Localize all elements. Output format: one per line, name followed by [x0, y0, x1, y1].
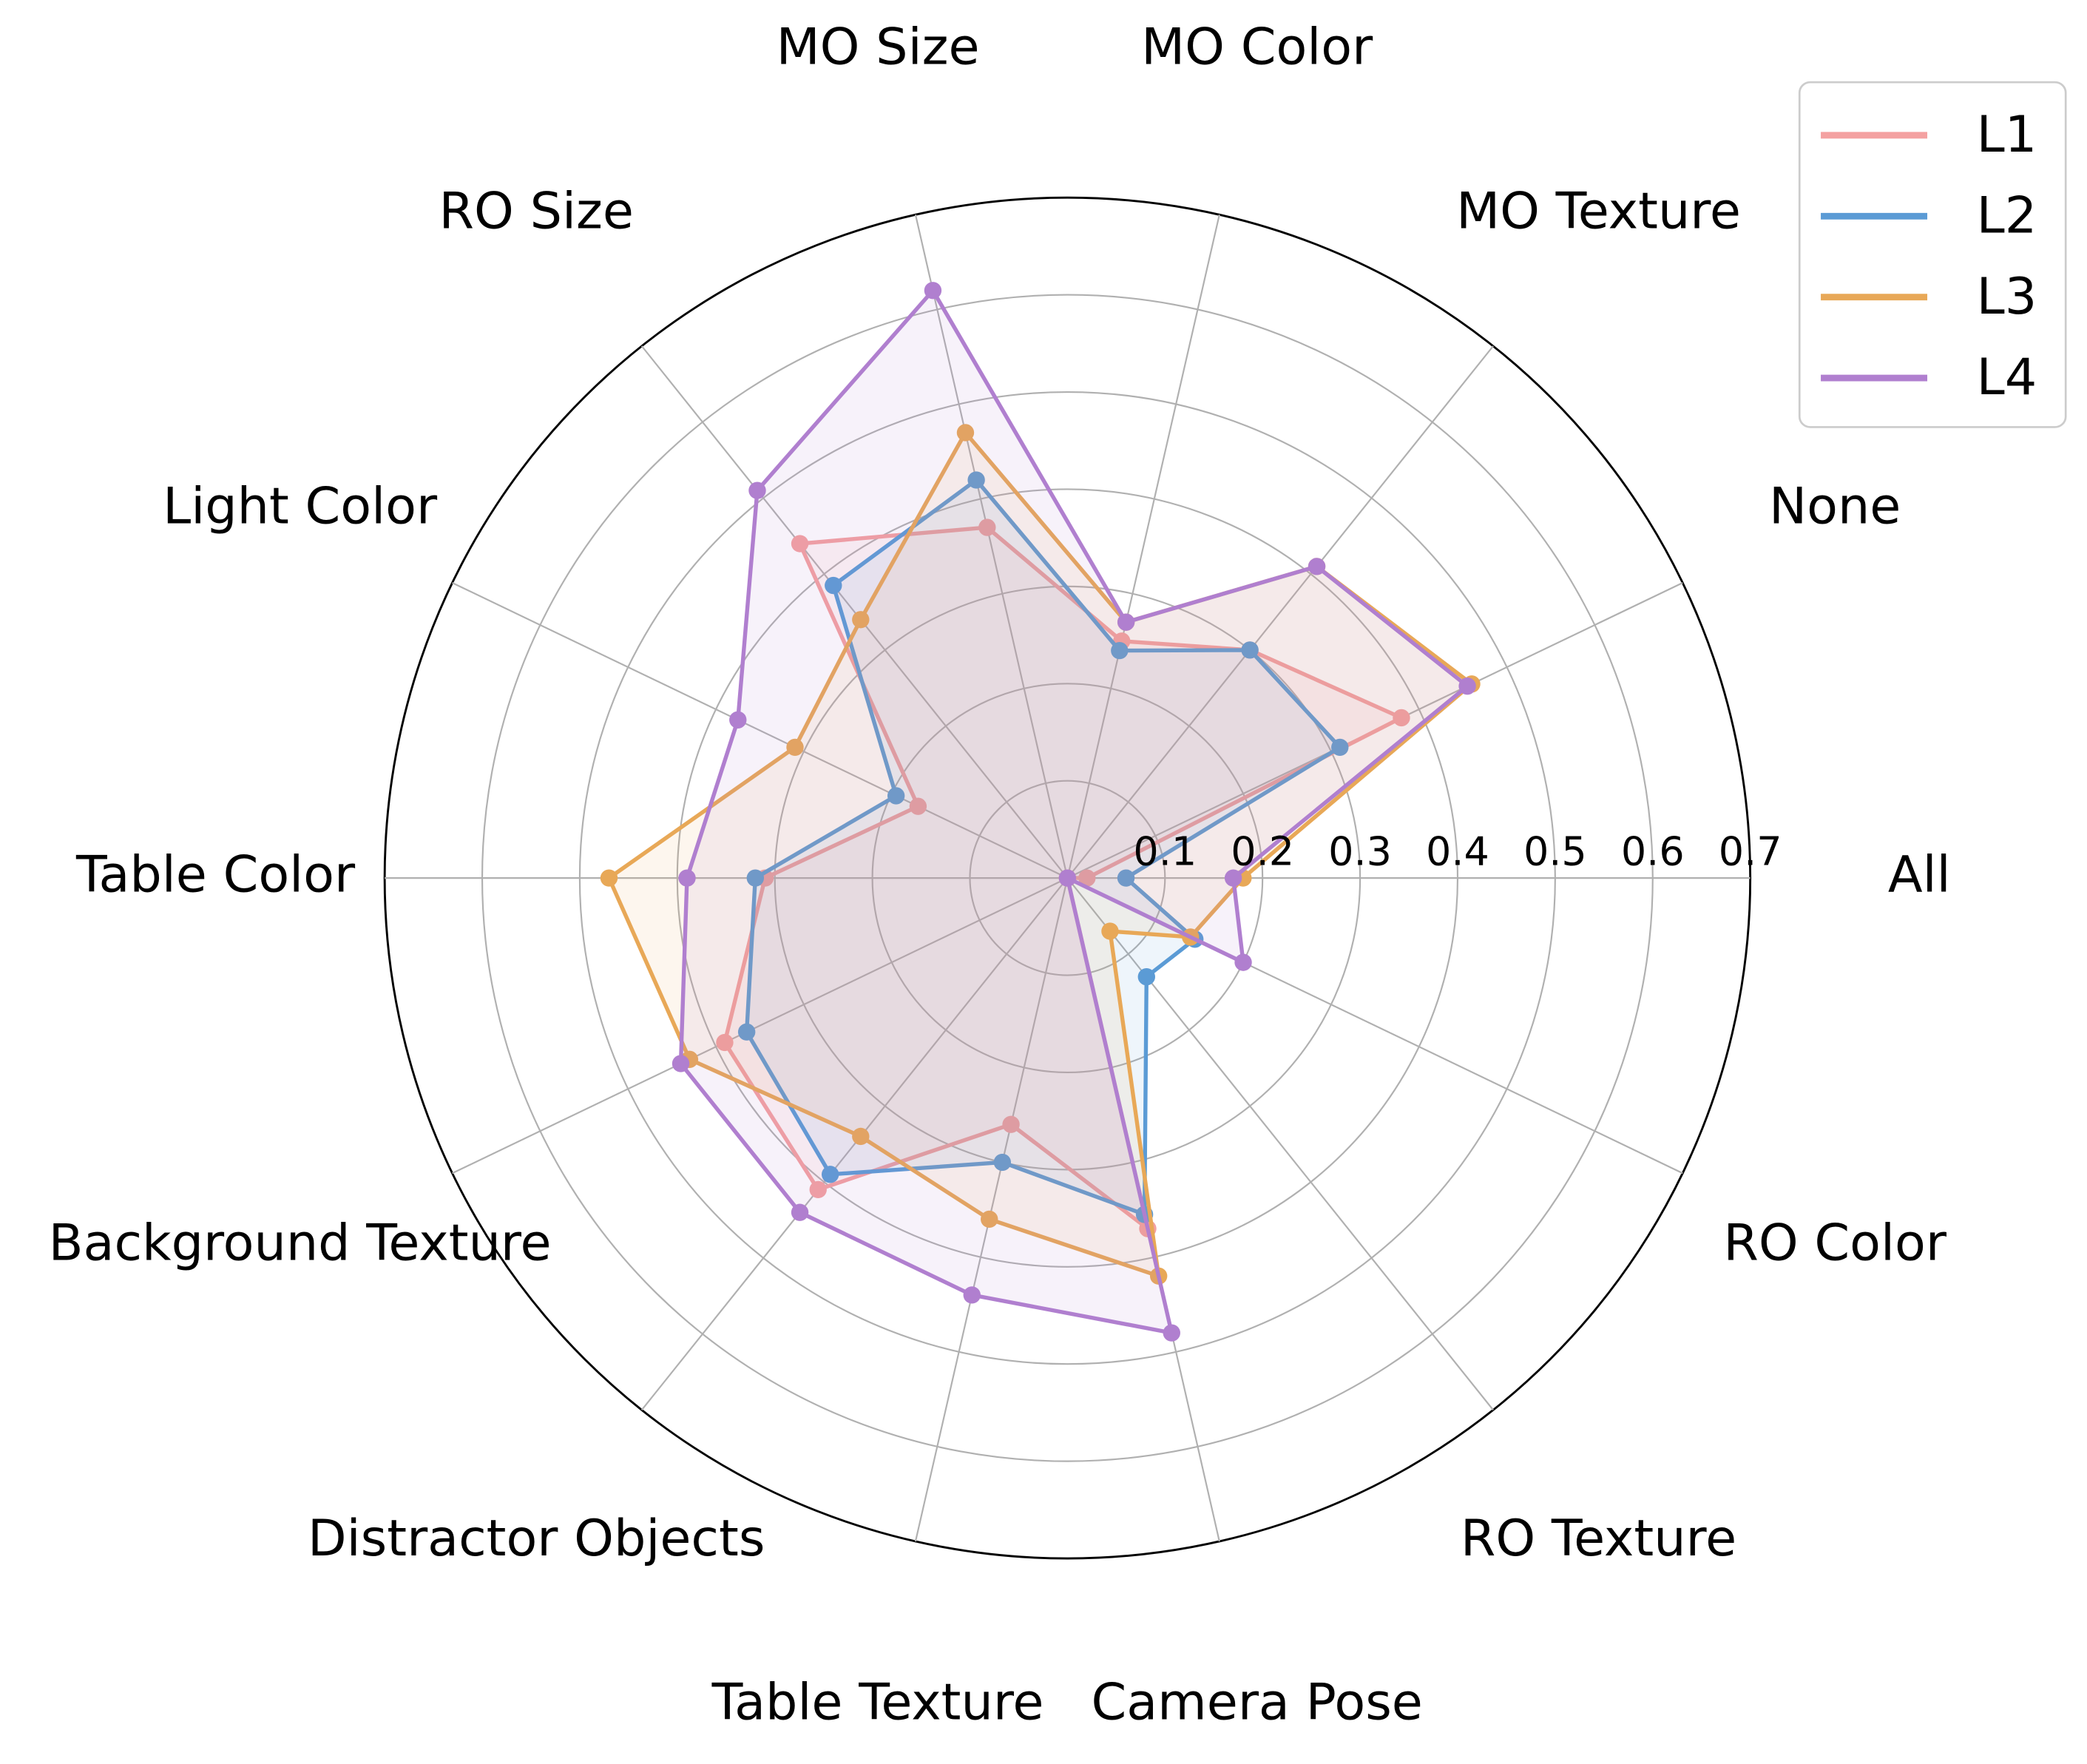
- r-tick-label: 0.1: [1133, 828, 1197, 875]
- spoke: [1066, 345, 1494, 879]
- legend-label: L2: [1977, 187, 2037, 246]
- point: [852, 611, 870, 629]
- category-label: Distractor Objects: [308, 1510, 765, 1568]
- point: [1224, 869, 1242, 887]
- point: [993, 1153, 1012, 1172]
- r-tick-label: 0.4: [1426, 828, 1489, 875]
- point: [956, 424, 975, 442]
- point: [737, 1023, 756, 1041]
- point: [729, 711, 747, 729]
- point: [1458, 677, 1476, 695]
- r-tick-label: 0.3: [1328, 828, 1392, 875]
- point: [600, 869, 618, 887]
- point: [1058, 869, 1077, 887]
- point: [1393, 709, 1410, 727]
- spoke: [1066, 214, 1220, 879]
- category-label: RO Color: [1723, 1214, 1947, 1273]
- r-tick-label: 0.6: [1621, 828, 1685, 875]
- point: [1078, 869, 1096, 887]
- legend-box: [1798, 81, 2067, 428]
- point: [963, 1286, 981, 1304]
- category-label: Background Texture: [49, 1214, 552, 1273]
- point: [967, 471, 985, 489]
- category-label: MO Texture: [1456, 182, 1741, 240]
- spoke: [914, 877, 1069, 1542]
- point: [791, 535, 809, 552]
- point: [825, 576, 842, 595]
- point: [791, 1203, 809, 1221]
- legend: L1 L2 L3 L4: [1798, 81, 2067, 428]
- r-tick-label: 0.7: [1719, 828, 1782, 875]
- point: [1234, 953, 1252, 971]
- point: [1002, 1115, 1020, 1133]
- point: [978, 518, 996, 536]
- point: [852, 1127, 870, 1146]
- category-label: Table Color: [75, 846, 356, 905]
- r-tick-label: 0.2: [1231, 828, 1294, 875]
- point: [1117, 869, 1135, 887]
- point: [924, 282, 942, 300]
- point: [748, 481, 766, 499]
- spoke: [1066, 877, 1494, 1411]
- point: [1308, 558, 1326, 575]
- point: [1137, 968, 1155, 986]
- point: [809, 1180, 827, 1199]
- category-label: MO Size: [777, 18, 980, 77]
- category-label: Light Color: [163, 478, 438, 536]
- point: [981, 1210, 998, 1229]
- point: [821, 1166, 839, 1183]
- spoke: [452, 582, 1068, 879]
- point: [672, 1055, 690, 1072]
- spoke: [452, 877, 1068, 1175]
- point: [1117, 613, 1135, 631]
- point: [1163, 1324, 1180, 1342]
- series-area: [609, 432, 1472, 1277]
- r-tick-label: 0.5: [1523, 828, 1587, 875]
- series-area: [680, 290, 1468, 1334]
- legend-label: L3: [1977, 268, 2037, 326]
- point: [887, 787, 905, 805]
- category-label: Table Texture: [711, 1674, 1044, 1732]
- spoke: [640, 345, 1069, 879]
- point: [1101, 922, 1119, 940]
- category-label: RO Size: [439, 182, 634, 240]
- spoke: [914, 214, 1069, 879]
- point: [1331, 738, 1349, 757]
- legend-label: L1: [1977, 106, 2037, 164]
- category-label: All: [1888, 846, 1951, 905]
- point: [716, 1033, 734, 1052]
- series-area: [746, 480, 1340, 1214]
- category-label: Camera Pose: [1092, 1674, 1423, 1732]
- point: [909, 797, 927, 815]
- category-label: MO Color: [1141, 18, 1373, 77]
- point: [678, 869, 696, 887]
- spoke: [640, 877, 1069, 1411]
- point: [786, 738, 804, 757]
- point: [746, 869, 765, 887]
- category-label: RO Texture: [1461, 1510, 1736, 1568]
- point: [1111, 641, 1129, 660]
- category-label: None: [1769, 478, 1901, 536]
- legend-label: L4: [1977, 348, 2037, 407]
- point: [1241, 641, 1259, 659]
